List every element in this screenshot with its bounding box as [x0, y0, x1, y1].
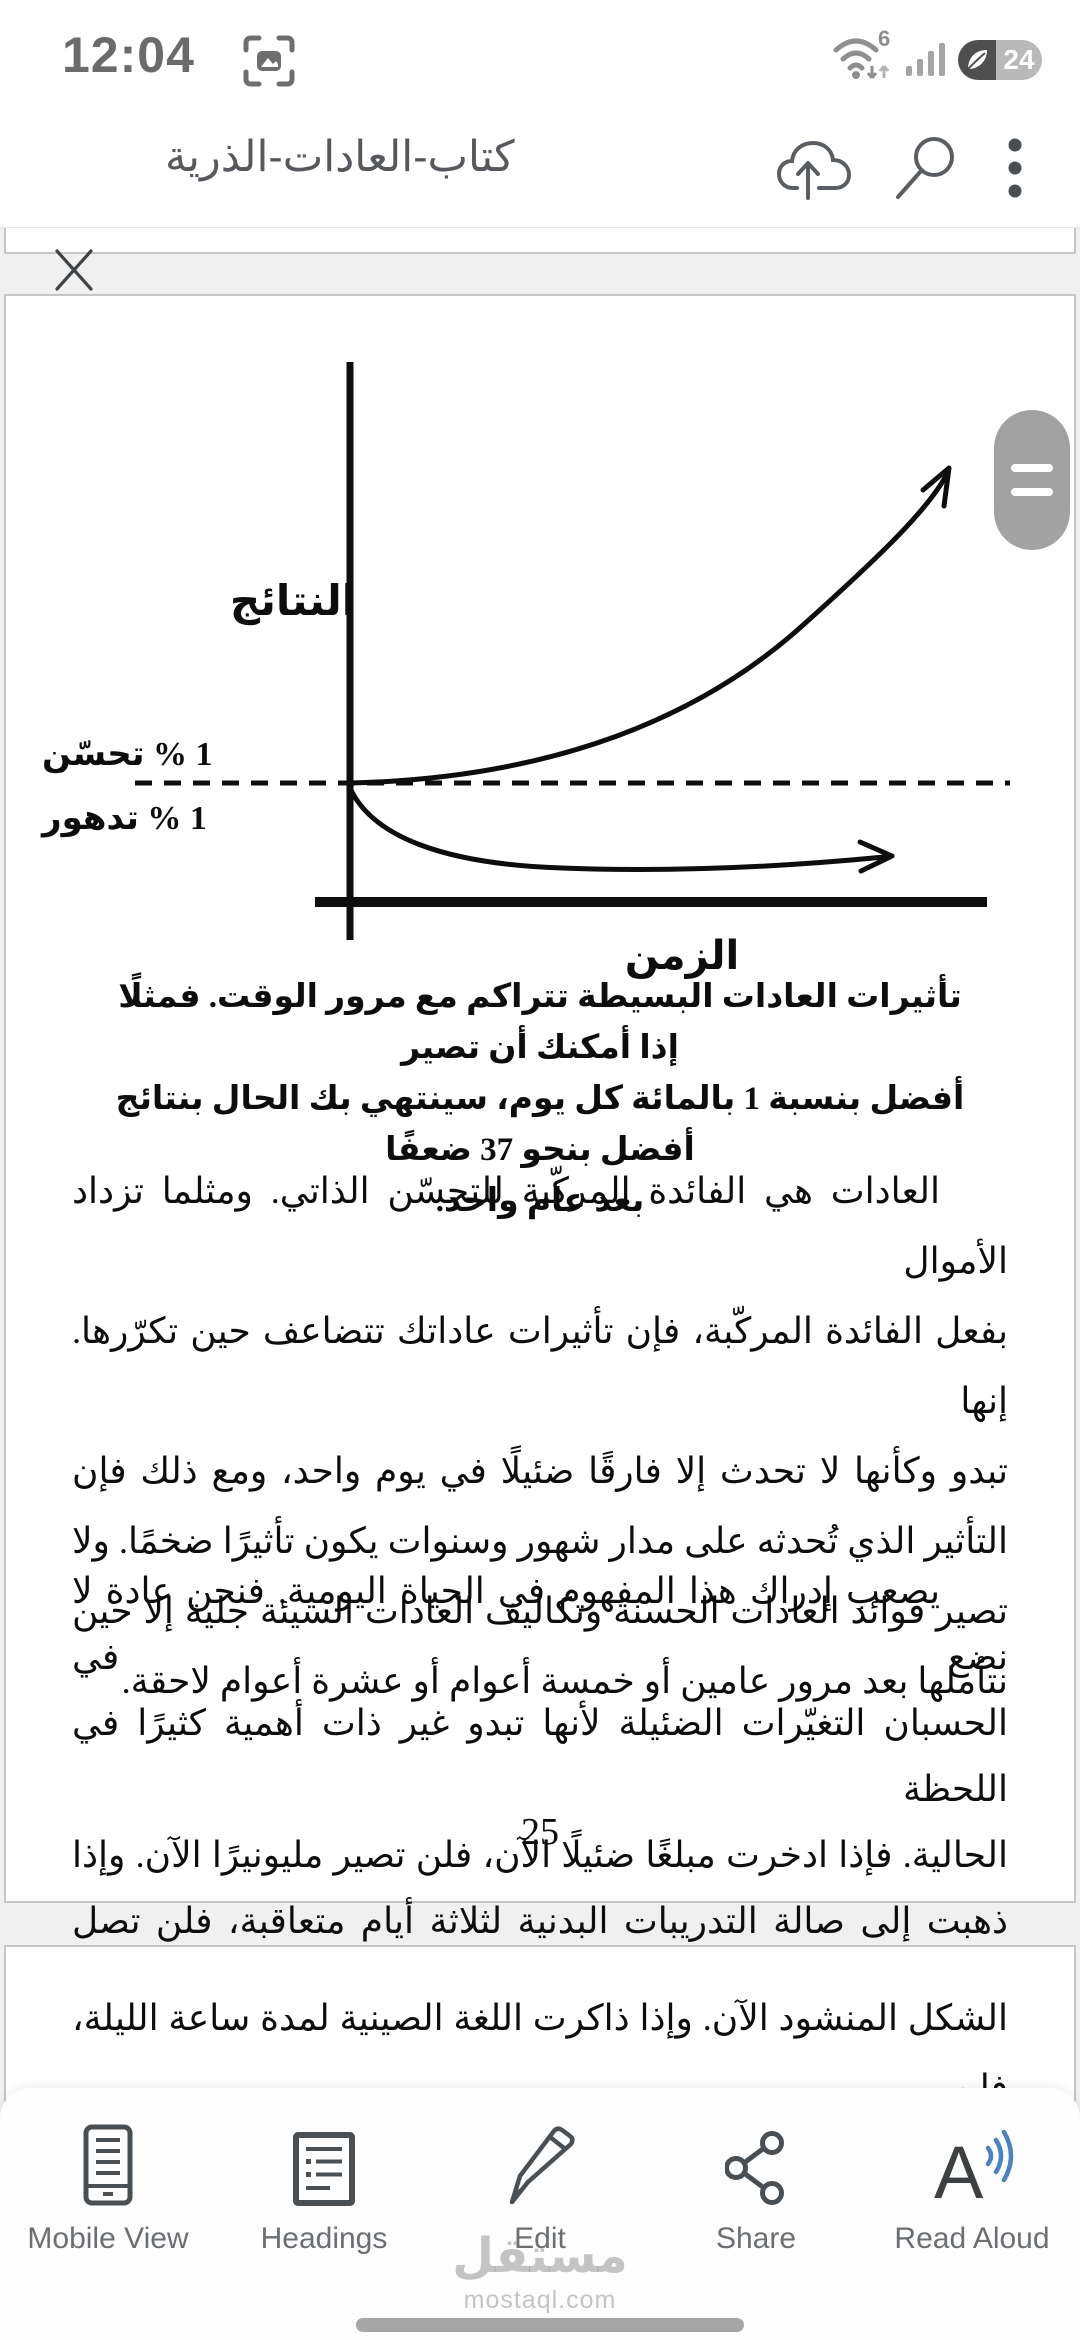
habits-compound-figure: النتائج 1 % تحسّن 1 % تدهور الزمن [42, 336, 1042, 986]
home-gesture-bar[interactable] [356, 2318, 744, 2332]
figure-caption: تأثيرات العادات البسيطة تتراكم مع مرور ا… [6, 972, 1074, 1227]
body-line: ذهبت إلى صالة التدريبات البدنية لثلاثة أ… [72, 1901, 1008, 2007]
status-bar: 12:04 6 [0, 0, 1080, 110]
mobile-view-icon [83, 2124, 133, 2206]
handle-grip-line [1011, 464, 1053, 472]
figure-y-axis-label: النتائج [229, 579, 357, 625]
document-scroll-area[interactable]: النتائج 1 % تحسّن 1 % تدهور الزمن تأثيرا… [0, 228, 1080, 2340]
search-button[interactable] [870, 128, 980, 208]
screenshot-capture-icon [240, 32, 298, 95]
share-icon [725, 2124, 787, 2206]
caption-line: تأثيرات العادات البسيطة تتراكم مع مرور ا… [118, 979, 962, 1066]
toolbar-item-label: Mobile View [27, 2222, 189, 2255]
cloud-upload-icon [776, 140, 852, 200]
edit-pencil-icon [504, 2124, 576, 2206]
clock-text: 12:04 [62, 27, 195, 83]
figure-x-axis-label: الزمن [624, 933, 740, 978]
battery-percent: 24 [996, 39, 1042, 80]
kebab-menu-icon [1008, 138, 1022, 198]
app-bar: كتاب-العادات-الذرية [0, 110, 1080, 291]
improvement-curve [347, 469, 951, 786]
body-line: تبدو وكأنها لا تحدث إلا فارقًا ضئيلًا في… [72, 1451, 1008, 1491]
document-page-25: النتائج 1 % تحسّن 1 % تدهور الزمن تأثيرا… [4, 294, 1076, 2007]
handle-grip-line [1011, 488, 1053, 496]
close-button[interactable] [46, 240, 102, 300]
overflow-menu-button[interactable] [980, 128, 1050, 208]
toolbar-item-edit[interactable]: Edit [432, 2124, 648, 2256]
read-aloud-icon: A [926, 2124, 1018, 2206]
close-icon [55, 249, 93, 291]
toolbar-item-label: Headings [260, 2222, 388, 2255]
search-icon [896, 137, 954, 199]
decline-curve [347, 785, 887, 872]
body-line: العادات هي الفائدة المركّبة للتحسّن الذا… [72, 1171, 1008, 1281]
paragraph-1: العادات هي الفائدة المركّبة للتحسّن الذا… [6, 1156, 1074, 1716]
page-number: 25 [521, 1811, 559, 1853]
caption-line: بعد عام واحد. [435, 1183, 645, 1219]
bottom-toolbar-sheet: Mobile View Headings [0, 2088, 1080, 2340]
svg-text:6: 6 [878, 28, 890, 51]
figure-improve-label: 1 % تحسّن [42, 736, 213, 773]
wifi-icon: 6 [832, 26, 894, 91]
toolbar-item-label: Read Aloud [894, 2222, 1050, 2255]
document-title: كتاب-العادات-الذرية [165, 133, 515, 181]
decline-arrowhead [857, 839, 895, 874]
body-line: نتأملها بعد مرور عامين أو خمسة أعوام أو … [121, 1661, 1008, 1701]
signal-strength-icon [904, 34, 948, 85]
toolbar-item-headings[interactable]: Headings [216, 2124, 432, 2256]
toolbar-item-label: Share [715, 2222, 797, 2255]
figure-canvas [135, 362, 1010, 940]
toolbar-item-label: Edit [514, 2222, 566, 2255]
toolbar-item-read-aloud[interactable]: A Read Aloud [864, 2124, 1080, 2256]
toolbar-item-mobile-view[interactable]: Mobile View [0, 2124, 216, 2256]
power-saving-leaf-icon [958, 39, 996, 80]
caption-line: أفضل بنسبة 1 بالمائة كل يوم، سينتهي بك ا… [115, 1081, 965, 1168]
svg-text:A: A [934, 2131, 984, 2206]
headings-icon [293, 2124, 355, 2206]
bottom-toolbar: Mobile View Headings [0, 2124, 1080, 2256]
body-line: بفعل الفائدة المركّبة، فإن تأثيرات عادات… [72, 1311, 1008, 1421]
paragraph-2: يصعب إدراك هذا المفهوم في الحياة اليومية… [6, 1558, 1074, 2020]
toolbar-item-share[interactable]: Share [648, 2124, 864, 2256]
body-line: الحسبان التغيّرات الضئيلة لأنها تبدو غير… [72, 1703, 1008, 1809]
body-line: الحالية. فإذا ادخرت مبلغًا ضئيلًا الآن، … [72, 1835, 1008, 1875]
battery-indicator: 24 [958, 39, 1042, 80]
body-line: تصير فوائد العادات الحسنة وتكاليف العادا… [72, 1591, 1008, 1631]
upload-button[interactable] [760, 128, 870, 208]
body-line: يصعب إدراك هذا المفهوم في الحياة اليومية… [72, 1571, 1008, 1677]
body-line: الشكل المنشود الآن. وإذا ذاكرت اللغة الص… [72, 1998, 1008, 2108]
figure-decline-label: 1 % تدهور [42, 800, 207, 837]
previous-page-bottom-edge [4, 228, 1076, 254]
body-line: التأثير الذي تُحدثه على مدار شهور وسنوات… [72, 1521, 1008, 1561]
improvement-arrowhead [920, 465, 952, 509]
scrollbar-handle[interactable] [994, 410, 1070, 550]
